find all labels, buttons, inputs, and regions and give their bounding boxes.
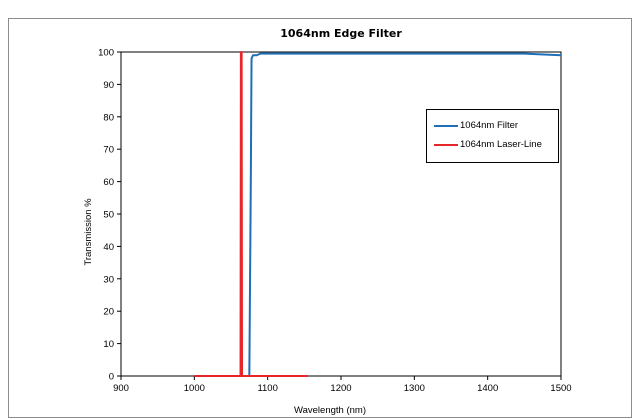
series-line-laser-line — [194, 51, 308, 377]
legend-swatch-laser-line — [434, 144, 458, 146]
chart-frame: 1064nm Edge Filter 0 10 20 30 40 50 60 70 80 90 10… — [8, 18, 632, 418]
y-tick-label: 60 — [103, 177, 114, 188]
plot-area — [120, 51, 562, 377]
y-axis: 0 10 20 30 40 50 60 70 80 90 100 — [98, 48, 121, 383]
chart-title: 1064nm Edge Filter — [280, 27, 402, 40]
legend-item-laser-line: 1064nm Laser-Line — [427, 138, 558, 152]
x-tick-label: 1400 — [477, 383, 498, 394]
x-tick-label: 900 — [113, 383, 129, 394]
y-tick-label: 50 — [103, 210, 114, 221]
series-line-filter — [194, 52, 562, 377]
chart-svg: 1064nm Edge Filter 0 10 20 30 40 50 60 70 80 90 10… — [83, 27, 572, 416]
x-axis-label: Wavelength (nm) — [294, 405, 366, 416]
y-tick-label: 30 — [103, 274, 114, 285]
y-axis-label: Transmission % — [83, 198, 94, 266]
x-tick-label: 1100 — [257, 383, 277, 394]
legend-swatch-filter — [434, 125, 458, 127]
series-layer — [194, 51, 562, 377]
legend-item-filter: 1064nm Filter — [427, 119, 558, 133]
y-tick-label: 10 — [103, 339, 114, 350]
y-tick-label: 90 — [103, 80, 114, 91]
y-tick-label: 40 — [103, 242, 114, 253]
x-tick-label: 1300 — [404, 383, 425, 394]
y-tick-label: 70 — [103, 145, 114, 156]
legend-label-laser-line: 1064nm Laser-Line — [460, 139, 542, 150]
x-tick-label: 1000 — [184, 383, 205, 394]
legend-label-filter: 1064nm Filter — [460, 120, 519, 131]
y-tick-label: 80 — [103, 112, 114, 123]
x-tick-label: 1200 — [330, 383, 351, 394]
y-tick-label: 0 — [109, 372, 114, 383]
legend: 1064nm Filter 1064nm Laser-Line — [426, 109, 559, 163]
x-axis: 900 1000 1100 1200 1300 1400 1500 — [113, 376, 572, 394]
y-tick-label: 20 — [103, 307, 114, 318]
x-tick-label: 1500 — [550, 383, 571, 394]
y-tick-label: 100 — [98, 48, 114, 59]
